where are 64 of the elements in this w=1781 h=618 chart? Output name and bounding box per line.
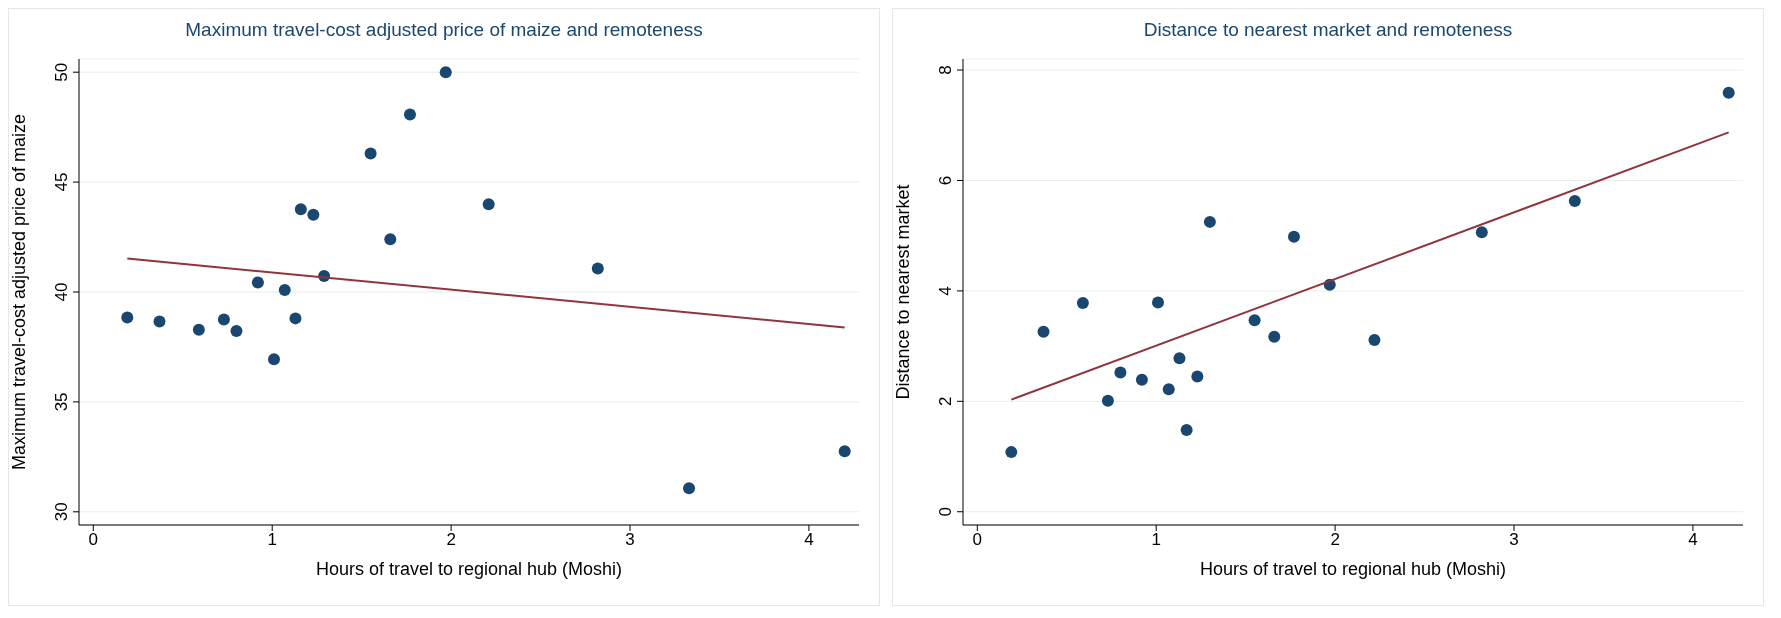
point	[1287, 230, 1300, 243]
point	[1135, 373, 1148, 386]
point	[1152, 296, 1164, 309]
point	[121, 311, 134, 324]
y-axis-title: Distance to nearest market	[893, 184, 914, 400]
point	[1114, 366, 1127, 379]
point	[1162, 383, 1175, 396]
x-tick-label: 0	[88, 530, 99, 550]
point	[1248, 314, 1261, 327]
point	[403, 108, 416, 121]
y-axis-title: Maximum travel-cost adjusted price of maize	[9, 113, 30, 471]
point	[683, 482, 696, 495]
point	[364, 147, 377, 160]
x-axis-title: Hours of travel to regional hub (Moshi)	[315, 559, 623, 579]
point	[1076, 297, 1089, 310]
y-tick-label: 2	[936, 396, 955, 407]
chart-title: Maximum travel-cost adjusted price of maize and remoteness	[184, 19, 704, 41]
x-tick-label: 2	[446, 530, 456, 550]
y-tick-label: 50	[52, 62, 71, 82]
point	[153, 315, 166, 328]
y-tick-label: 35	[52, 392, 71, 412]
y-tick-label: 30	[52, 502, 71, 522]
y-tick-label: 0	[936, 507, 955, 517]
x-tick-label: 0	[972, 530, 983, 550]
point	[1368, 334, 1381, 347]
point	[1722, 86, 1735, 99]
x-tick-label: 4	[804, 530, 814, 550]
point	[1037, 325, 1050, 338]
point	[251, 276, 264, 289]
point	[307, 208, 320, 221]
x-tick-label: 4	[1688, 530, 1698, 550]
y-tick-label: 45	[52, 172, 71, 192]
point	[278, 284, 291, 297]
x-tick-label: 2	[1330, 530, 1340, 550]
point	[1268, 330, 1281, 343]
point	[192, 323, 205, 336]
point	[439, 66, 452, 79]
point	[591, 262, 604, 275]
point	[217, 313, 230, 326]
point	[838, 445, 851, 458]
point	[1475, 226, 1488, 239]
point	[1173, 352, 1186, 365]
point	[482, 198, 495, 211]
y-tick-label: 4	[936, 286, 955, 296]
y-tick-label: 8	[936, 65, 955, 75]
chart-title: Distance to nearest market and remoteness	[1142, 19, 1514, 41]
y-tick-label: 40	[52, 282, 71, 302]
point	[230, 324, 243, 337]
x-tick-label: 3	[1509, 530, 1519, 550]
point	[1005, 446, 1018, 459]
y-tick-label: 6	[936, 175, 955, 186]
point	[1101, 394, 1114, 407]
point	[1191, 370, 1204, 383]
point	[384, 233, 397, 246]
x-tick-label: 1	[267, 530, 277, 550]
x-axis-title: Hours of travel to regional hub (Moshi)	[1199, 559, 1507, 579]
point	[1568, 194, 1581, 207]
point	[268, 353, 280, 366]
point	[289, 312, 302, 325]
x-tick-label: 1	[1151, 530, 1161, 550]
x-tick-label: 3	[625, 530, 635, 550]
point	[1203, 215, 1216, 228]
point	[1180, 424, 1193, 437]
point	[294, 203, 307, 216]
